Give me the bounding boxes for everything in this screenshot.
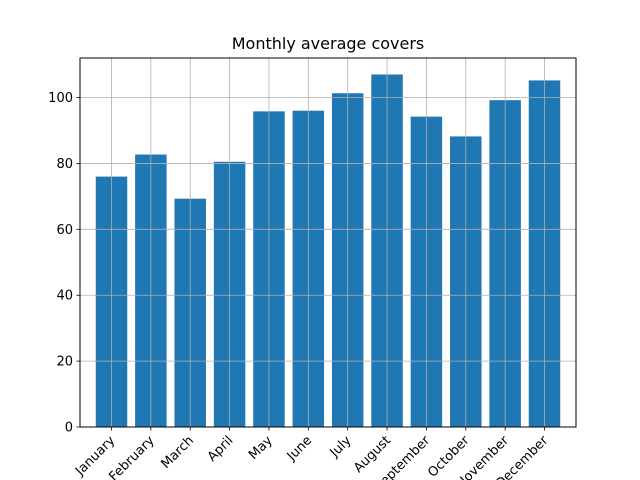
y-tick-label: 40 [56, 289, 73, 304]
y-tick-label: 100 [48, 91, 73, 106]
y-tick-label: 80 [56, 157, 73, 172]
y-tick-label: 60 [56, 223, 73, 238]
y-tick-label: 20 [56, 355, 73, 370]
plot-area-frame [79, 57, 577, 428]
y-tick-label: 0 [65, 421, 73, 436]
chart-title: Monthly average covers [232, 34, 425, 53]
y-axis-ticks: 0 20 40 60 80 100 [48, 91, 80, 436]
grid-lines [80, 58, 576, 428]
